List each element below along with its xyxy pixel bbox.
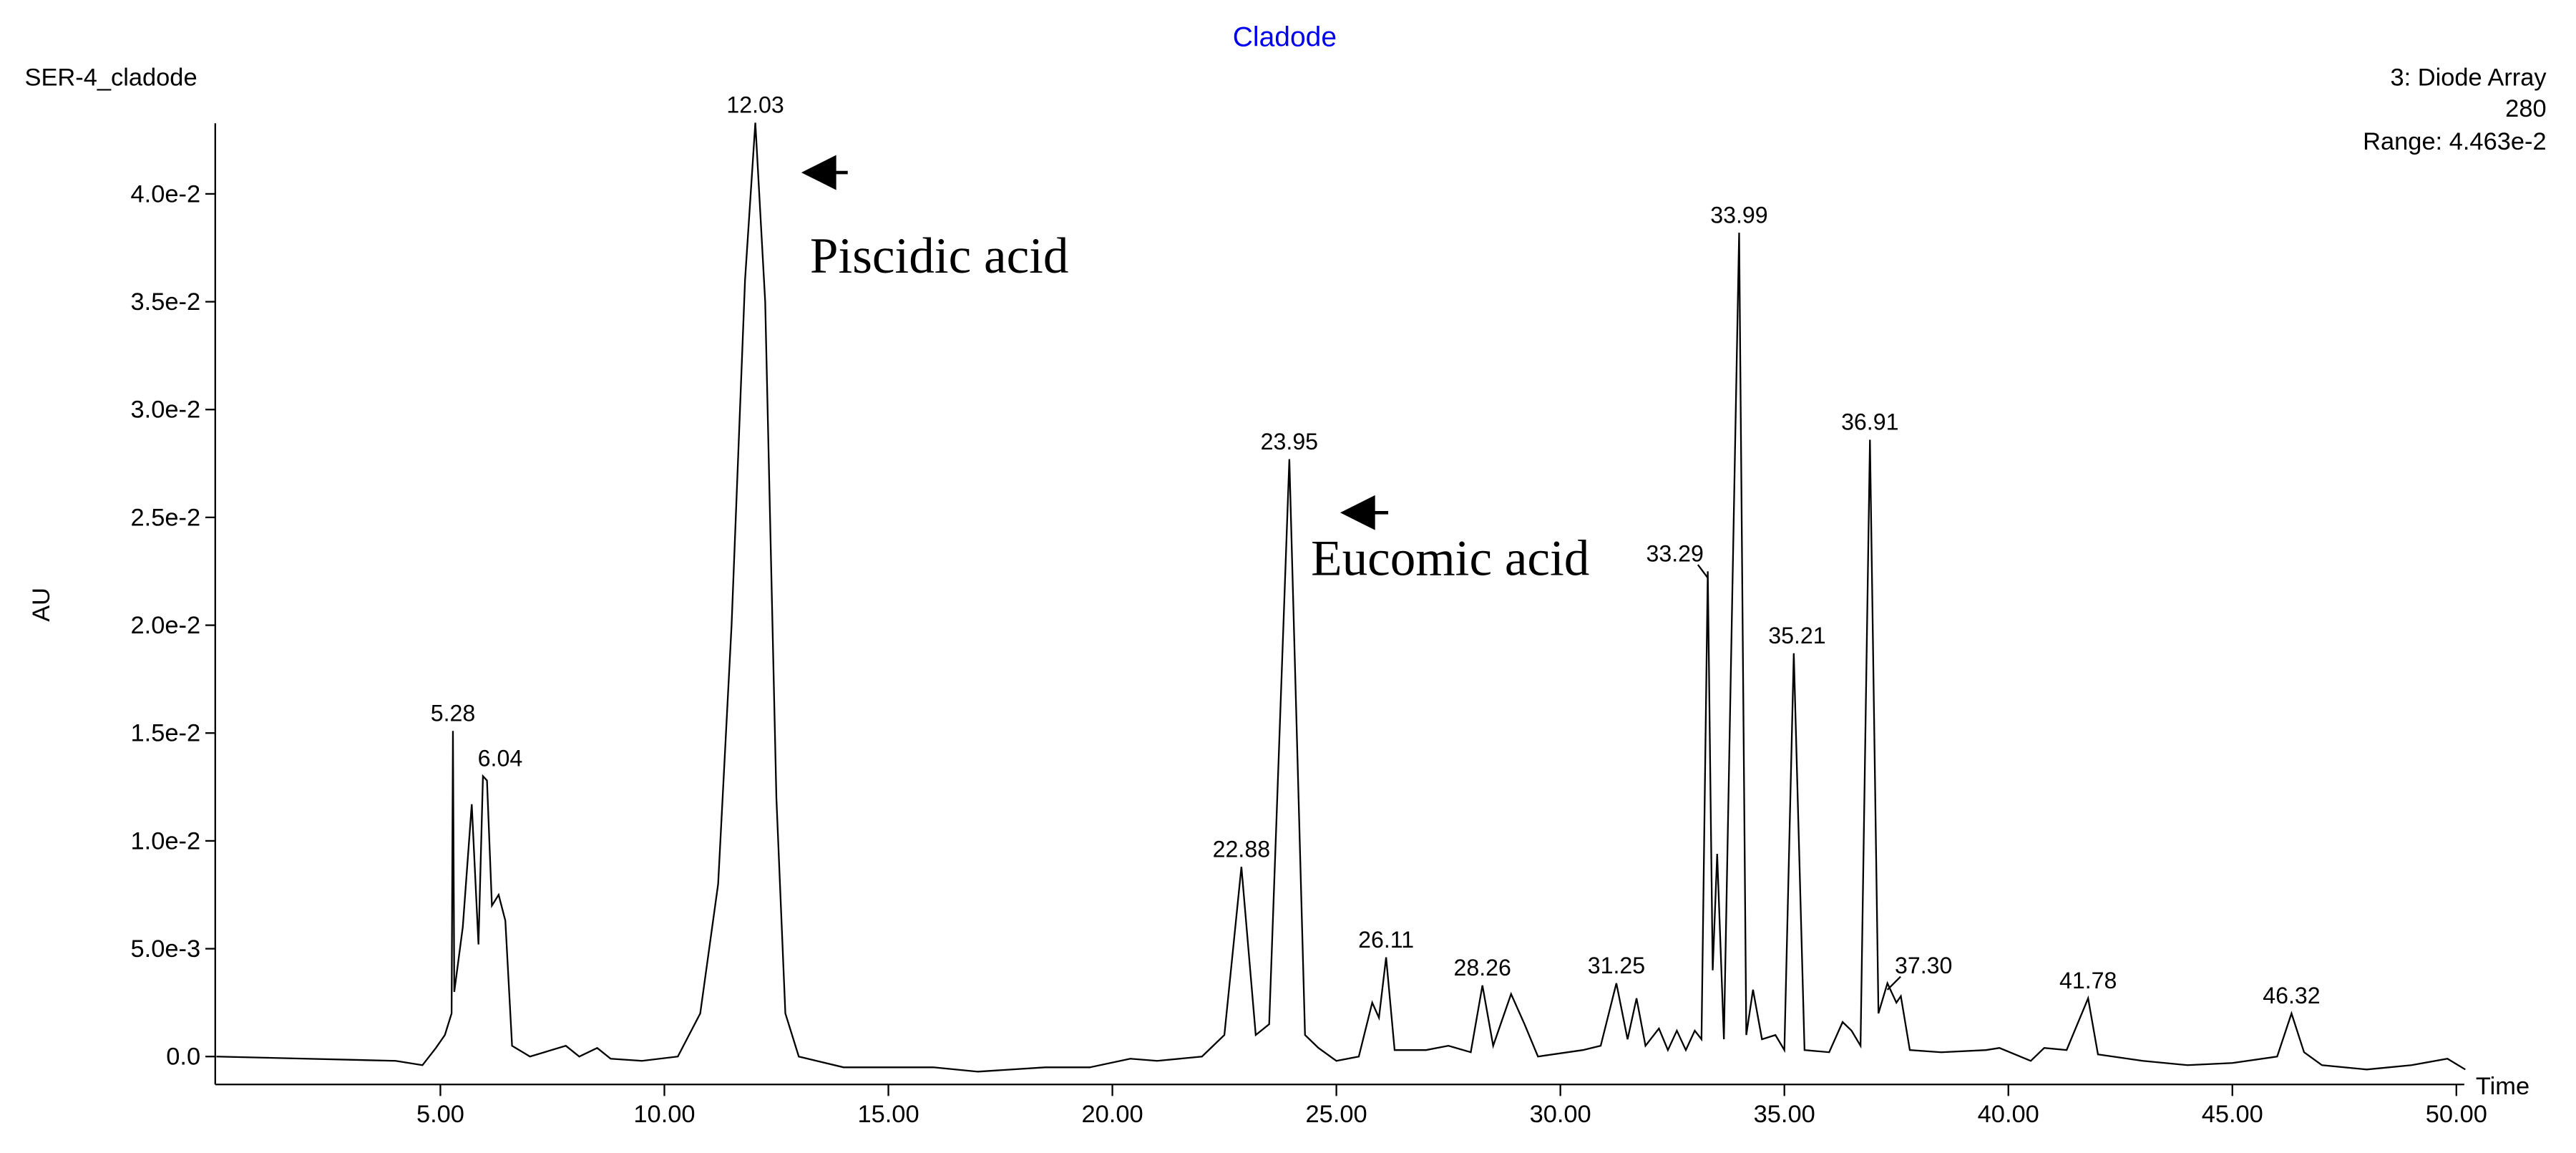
annotation: Piscidic acid — [810, 228, 1069, 284]
x-tick-label: 20.00 — [1082, 1101, 1143, 1128]
x-tick-label: 10.00 — [633, 1101, 695, 1128]
x-tick-label: 50.00 — [2426, 1101, 2487, 1128]
x-tick-label: 5.00 — [416, 1101, 464, 1128]
annotation-arrow — [1340, 495, 1389, 530]
peak-label: 5.28 — [431, 700, 476, 726]
x-tick-label: 40.00 — [1978, 1101, 2039, 1128]
y-tick-label: 3.0e-2 — [131, 397, 201, 424]
y-tick-label: 1.5e-2 — [131, 720, 201, 747]
peak-label: 36.91 — [1841, 409, 1898, 435]
detector: 3: Diode Array — [2390, 64, 2547, 91]
x-tick-label: 45.00 — [2202, 1101, 2263, 1128]
x-tick-label: 25.00 — [1306, 1101, 1367, 1128]
x-tick-label: 15.00 — [857, 1101, 919, 1128]
peak-label: 28.26 — [1454, 955, 1511, 981]
peak-label: 31.25 — [1588, 953, 1645, 978]
peak-leader — [1886, 976, 1901, 991]
y-tick-label: 3.5e-2 — [131, 288, 201, 316]
annotation-arrow — [801, 155, 848, 190]
y-axis-label: AU — [28, 588, 55, 622]
wavelength: 280 — [2505, 95, 2546, 122]
y-tick-label: 5.0e-3 — [131, 935, 201, 963]
peak-label: 33.29 — [1646, 540, 1704, 566]
peak-label: 12.03 — [726, 92, 784, 118]
peak-label: 23.95 — [1261, 429, 1318, 454]
x-tick-label: 30.00 — [1530, 1101, 1591, 1128]
y-tick-label: 1.0e-2 — [131, 827, 201, 855]
peak-label: 41.78 — [2059, 968, 2117, 993]
chart-title: Cladode — [1233, 21, 1337, 52]
y-tick-label: 0.0 — [166, 1043, 200, 1071]
sample-name: SER-4_cladode — [24, 64, 197, 91]
peak-label: 33.99 — [1710, 202, 1767, 228]
peak-label: 22.88 — [1213, 836, 1270, 862]
annotation: Eucomic acid — [1311, 531, 1589, 587]
x-axis-label: Time — [2476, 1073, 2529, 1100]
range: Range: 4.463e-2 — [2363, 128, 2546, 155]
peak-label: 37.30 — [1895, 953, 1952, 978]
peak-leader — [1697, 564, 1709, 579]
y-tick-label: 2.5e-2 — [131, 504, 201, 531]
peak-label: 35.21 — [1768, 623, 1825, 648]
peak-label: 6.04 — [478, 746, 523, 772]
x-tick-label: 35.00 — [1754, 1101, 1815, 1128]
trace — [216, 122, 2466, 1073]
peak-label: 46.32 — [2263, 983, 2320, 1008]
y-tick-label: 2.0e-2 — [131, 612, 201, 639]
peak-label: 26.11 — [1358, 927, 1414, 953]
y-tick-label: 4.0e-2 — [131, 180, 201, 208]
